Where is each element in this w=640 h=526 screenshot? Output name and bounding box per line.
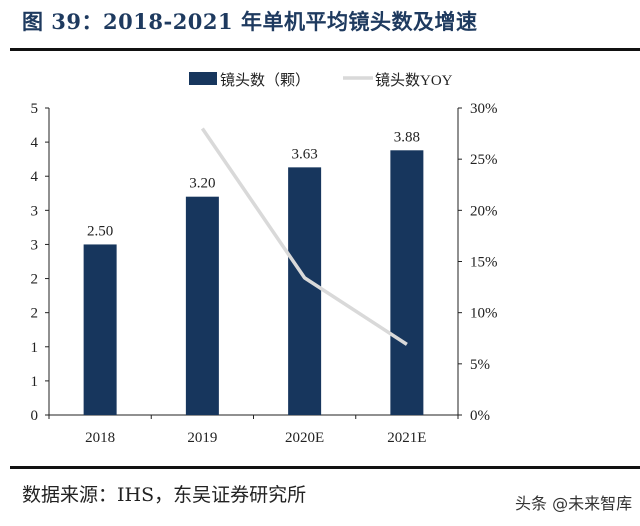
watermark: 头条 @未来智库	[515, 494, 633, 513]
bar-data-label: 3.20	[189, 176, 215, 192]
left-tick-label: 1	[31, 340, 39, 356]
source-rule	[10, 466, 640, 469]
left-tick-label: 2	[31, 306, 39, 322]
right-tick-label: 10%	[470, 306, 498, 322]
right-tick-label: 15%	[470, 255, 498, 271]
bar-data-label: 3.63	[292, 146, 318, 162]
bar-2020E	[288, 167, 322, 415]
legend-bar-label: 镜头数（颗）	[220, 71, 310, 89]
right-tick-label: 20%	[470, 203, 498, 219]
source-note: 数据来源：IHS，东吴证券研究所	[22, 484, 307, 506]
left-tick-label: 3	[31, 237, 39, 253]
legend-line-label: 镜头数YOY	[375, 71, 453, 89]
yoy-line	[200, 127, 408, 346]
x-tick-label: 2020E	[285, 430, 324, 446]
left-tick-label: 3	[31, 203, 39, 219]
left-tick-label: 4	[31, 135, 39, 151]
title-rule	[10, 48, 640, 51]
right-tick-label: 0%	[470, 408, 490, 424]
right-tick-label: 25%	[470, 152, 498, 168]
bar-2018	[83, 244, 117, 415]
right-tick-label: 5%	[470, 357, 490, 373]
x-tick-label: 2021E	[387, 430, 426, 446]
left-tick-label: 5	[31, 101, 39, 117]
x-tick-label: 2019	[187, 430, 217, 446]
bar-2021E	[390, 150, 424, 415]
left-tick-label: 0	[31, 408, 39, 424]
left-tick-label: 1	[31, 374, 39, 390]
bar-2019	[185, 196, 219, 415]
bar-data-label: 2.50	[87, 223, 113, 239]
legend-bar-swatch	[189, 72, 217, 85]
right-tick-label: 30%	[470, 101, 498, 117]
left-tick-label: 4	[31, 169, 39, 185]
left-tick-label: 2	[31, 272, 39, 288]
figure-title: 图 39：2018-2021 年单机平均镜头数及增速	[22, 9, 478, 34]
x-tick-label: 2018	[85, 430, 115, 446]
chart: 0 1 1 2 2 3 3 4 4 5 0% 5% 10% 15% 20% 25% 30% 2018 2.50 201…	[31, 71, 498, 446]
bar-data-label: 3.88	[394, 129, 420, 145]
